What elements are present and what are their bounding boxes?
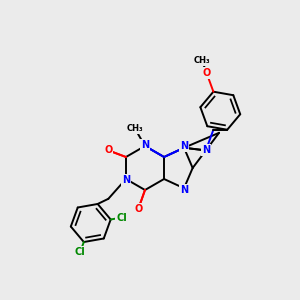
- Text: O: O: [104, 146, 112, 155]
- Text: N: N: [141, 140, 149, 150]
- Text: N: N: [202, 146, 210, 155]
- Text: O: O: [134, 204, 142, 214]
- Text: N: N: [180, 185, 188, 195]
- Text: N: N: [122, 175, 130, 185]
- Text: N: N: [180, 141, 188, 151]
- Text: CH₃: CH₃: [127, 124, 143, 134]
- Text: CH₃: CH₃: [194, 56, 210, 65]
- Text: O: O: [203, 68, 211, 78]
- Text: Cl: Cl: [75, 248, 86, 257]
- Text: Cl: Cl: [116, 213, 127, 223]
